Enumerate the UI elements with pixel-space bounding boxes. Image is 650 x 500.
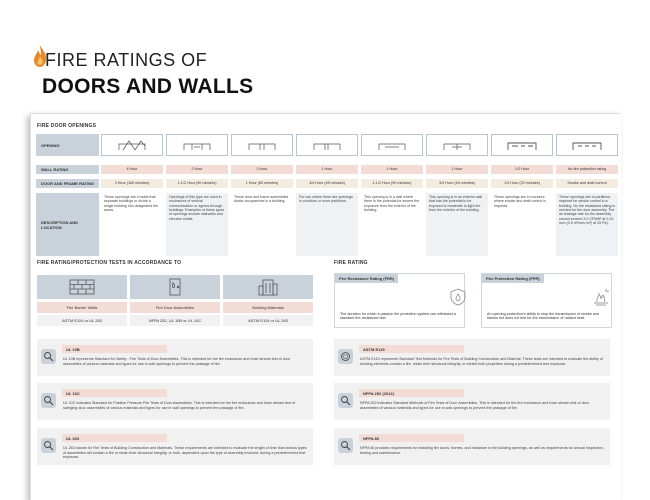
- test-item-title: UL 10C: [62, 389, 167, 397]
- shield-icon: [450, 288, 466, 306]
- opening-diagram-icon: [248, 143, 276, 150]
- door-frame-rating-cell: 3 Hour (180 minutes): [101, 179, 163, 188]
- door-frame-rating-cell: 1-1/2 Hour (90 minutes): [361, 179, 423, 188]
- row-label-door-frame: DOOR AND FRAME RATING: [36, 179, 99, 188]
- description-cell: This opening is in a wall where there is…: [364, 195, 420, 212]
- row-label-wall-rating: WALL RATING: [36, 165, 99, 174]
- opening-diagram-5: [361, 134, 423, 156]
- test-item-title: NFPA 80: [359, 434, 464, 442]
- magnifier-icon: [41, 393, 56, 408]
- wall-rating-cell: 1/2 Hour: [491, 165, 553, 174]
- door-icon: [130, 275, 220, 299]
- magnifier-icon: [338, 438, 353, 453]
- test-item-title: UL 263: [62, 434, 167, 442]
- description-cell: These openings are in corridors where sm…: [494, 195, 546, 208]
- opening-diagram-icon: [507, 142, 537, 150]
- description-cell: These openings are in partitions require…: [556, 193, 618, 256]
- description-cell: These door and frame assemblies divide o…: [234, 195, 289, 204]
- opening-diagram-icon: [378, 143, 406, 150]
- fpr-title: Fire Protection Rating (FPR): [482, 274, 544, 283]
- section-title-tests: FIRE RATING/PROTECTION TESTS IN ACCORDAN…: [37, 260, 182, 266]
- description-cell: These openings are in walls that separat…: [104, 195, 159, 212]
- fire-protection-icon: [594, 288, 610, 306]
- test-card-fire-door-assemblies: Fire Door Assemblies NFPA 252, UL 10B or…: [130, 275, 220, 326]
- opening-diagram-7: [491, 134, 553, 156]
- flame-icon: [34, 45, 47, 67]
- description-cell: This opening is in an exterior wall that…: [426, 193, 488, 256]
- test-card-name: Building Materials: [223, 302, 313, 313]
- test-item-text: NFPA 80 provides requirements for instal…: [360, 446, 604, 455]
- door-frame-rating-cell: 1 Hour (60 minutes): [231, 179, 293, 188]
- opening-diagram-icon: [313, 143, 341, 150]
- test-card-standard: NFPA 252, UL 10B or UL 10C: [130, 315, 220, 326]
- opening-diagram-1: [101, 134, 163, 156]
- test-card-name: Fire Barrier Walls: [37, 302, 127, 313]
- section-title-fire-rating: FIRE RATING: [334, 260, 368, 266]
- test-item-title: ASTM E119: [359, 345, 464, 353]
- test-item-text: ASTM E119 represents Standard Test Metho…: [360, 357, 603, 366]
- opening-diagram-6: [426, 134, 488, 156]
- opening-diagram-icon: [118, 140, 146, 151]
- test-item-astm-e119: ASTM E119 ASTM E119 represents Standard …: [334, 339, 610, 376]
- door-frame-rating-cell: 1-1/2 Hour (90 minutes): [166, 179, 228, 188]
- opening-diagram-icon: [443, 143, 471, 150]
- door-frame-rating-cell: 3/4 Hour (45 minutes): [296, 179, 358, 188]
- test-item-title: UL 10B: [62, 345, 167, 353]
- magnifier-icon: [338, 393, 353, 408]
- title-line-2: DOORS AND WALLS: [42, 75, 254, 98]
- magnifier-icon: [41, 438, 56, 453]
- title-line-1: FIRE RATINGS OF: [45, 50, 208, 70]
- test-item-ul-263: UL 263 UL 263 stands for Fire Tests of B…: [37, 428, 313, 465]
- wall-rating-cell: 1 Hour: [361, 165, 423, 174]
- frr-text: The duration for which a passive fire pr…: [340, 311, 456, 321]
- test-item-ul-10c: UL 10C UL 10C indicates Standard for Pos…: [37, 383, 313, 420]
- wall-icon: [37, 275, 127, 299]
- test-item-text: NFPA 252 indicates Standard Methods of F…: [360, 401, 589, 410]
- wall-rating-cell: No fire protection rating: [556, 165, 618, 174]
- door-frame-rating-cell: 3/4 Hour (45 minutes): [426, 179, 488, 188]
- fpr-text: An opening protection's ability to stop …: [487, 311, 600, 321]
- test-item-text: UL 263 stands for Fire Tests of Building…: [63, 446, 307, 460]
- row-label-description: DESCRIPTION AND LOCATION: [36, 193, 99, 256]
- test-item-text: UL 10B represents Standard for Safety - …: [63, 357, 291, 366]
- test-card-building-materials: Building Materials ASTM E119 or UL 263: [223, 275, 313, 326]
- opening-diagram-icon: [183, 143, 211, 150]
- description-cell: Openings of this type are used in enclos…: [166, 193, 228, 256]
- wall-rating-cell: 1 Hour: [426, 165, 488, 174]
- seal-icon: [338, 349, 353, 364]
- wall-rating-cell: 1 Hour: [296, 165, 358, 174]
- test-card-standard: ASTM E119 or UL 263: [223, 315, 313, 326]
- opening-diagram-icon: [572, 142, 602, 150]
- description-cell: For use where there are openings in corr…: [296, 193, 358, 256]
- section-title-openings: FIRE DOOR OPENINGS: [37, 123, 97, 129]
- frr-title: Fire Resistance Rating (FRR): [335, 274, 399, 283]
- door-frame-rating-cell: 1/3 Hour (20 minutes): [491, 179, 553, 188]
- building-icon: [223, 275, 313, 299]
- row-label-opening: OPENING: [36, 134, 99, 156]
- test-card-name: Fire Door Assemblies: [130, 302, 220, 313]
- wall-rating-cell: 2 Hour: [166, 165, 228, 174]
- test-item-text: UL 10C indicates Standard for Positive P…: [63, 401, 296, 410]
- opening-diagram-8: [556, 134, 618, 156]
- test-item-title: NFPA 252 (2012): [359, 389, 464, 397]
- infographic-document: FIRE DOOR OPENINGS OPENING WALL RATING D…: [30, 113, 621, 500]
- test-card-fire-barrier-walls: Fire Barrier Walls ASTM E119 or UL 263: [37, 275, 127, 326]
- wall-rating-cell: 4 Hour: [101, 165, 163, 174]
- opening-diagram-2: [166, 134, 228, 156]
- test-item-ul-10b: UL 10B UL 10B represents Standard for Sa…: [37, 339, 313, 376]
- wall-rating-cell: 2 Hour: [231, 165, 293, 174]
- test-item-nfpa-252: NFPA 252 (2012) NFPA 252 indicates Stand…: [334, 383, 610, 420]
- test-item-nfpa-80: NFPA 80 NFPA 80 provides requirements fo…: [334, 428, 610, 465]
- test-card-standard: ASTM E119 or UL 263: [37, 315, 127, 326]
- door-frame-rating-cell: Smoke and draft control: [556, 179, 618, 188]
- opening-diagram-4: [296, 134, 358, 156]
- fpr-box: Fire Protection Rating (FPR) An opening …: [481, 273, 612, 328]
- opening-diagram-3: [231, 134, 293, 156]
- frr-box: Fire Resistance Rating (FRR) The duratio…: [334, 273, 466, 328]
- magnifier-icon: [41, 349, 56, 364]
